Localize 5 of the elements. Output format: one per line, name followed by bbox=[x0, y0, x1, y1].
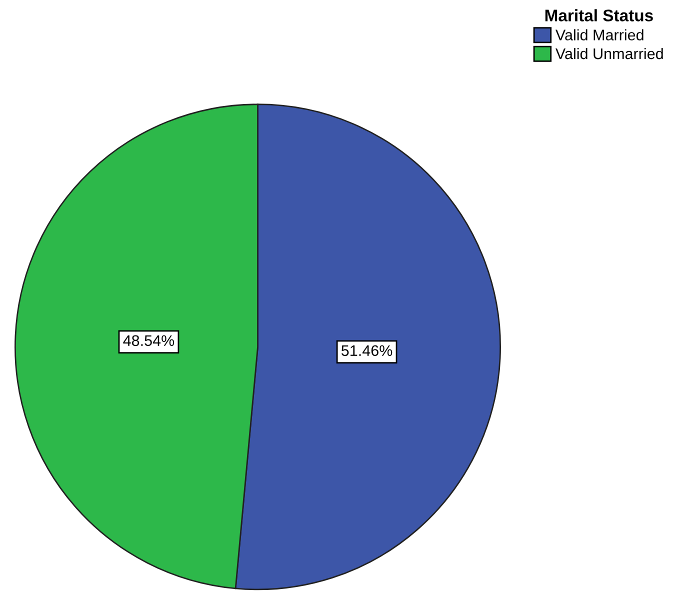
legend-label: Valid Married bbox=[556, 29, 644, 40]
legend-title: Marital Status bbox=[545, 9, 653, 22]
data-label: 51.46% bbox=[341, 345, 392, 356]
legend-label: Valid Unmarried bbox=[556, 48, 663, 60]
data-label: 48.54% bbox=[123, 335, 174, 346]
